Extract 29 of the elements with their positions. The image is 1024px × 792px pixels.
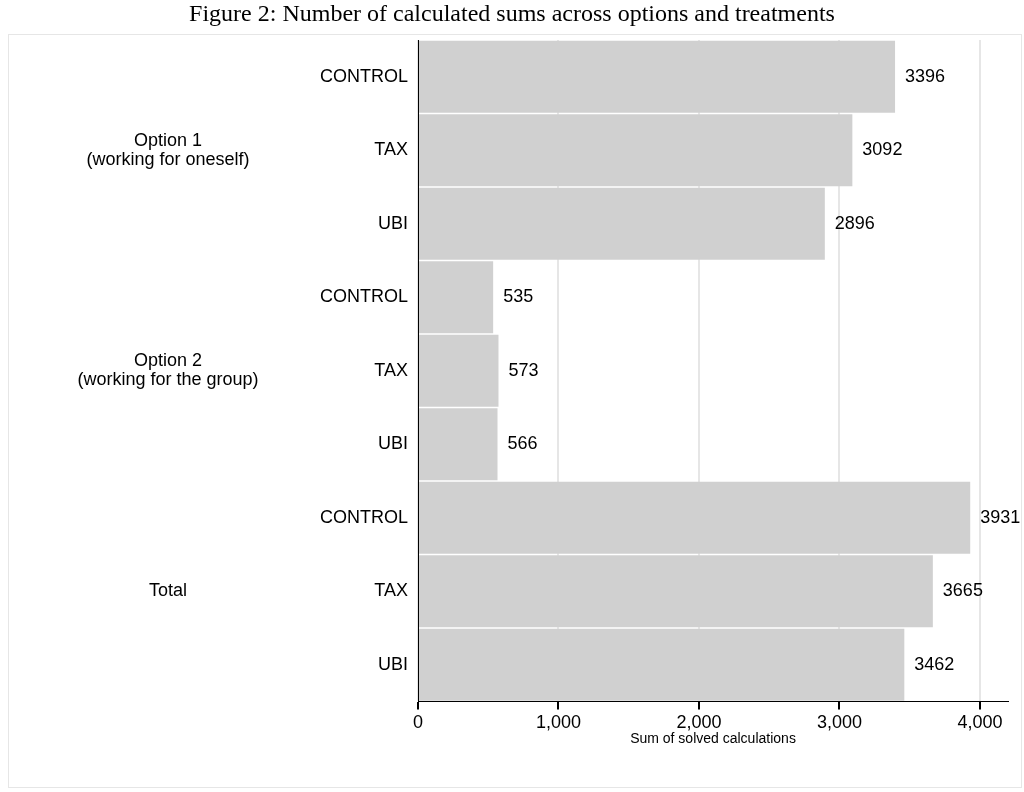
data-label: 573	[508, 359, 539, 380]
data-label: 566	[507, 433, 538, 454]
bar	[419, 628, 905, 701]
y-tick-label: TAX	[374, 580, 408, 601]
y-tick-label: UBI	[377, 653, 408, 674]
text: Total	[148, 580, 188, 601]
data-label: 3462	[914, 653, 955, 674]
x-tick-label: 0	[412, 712, 424, 733]
x-axis-title: Sum of solved calculations	[630, 730, 796, 747]
text: Option 2 (working for the group)	[77, 350, 259, 390]
y-tick-label: TAX	[374, 139, 408, 160]
data-label: 3396	[905, 65, 946, 86]
y-tick-label: UBI	[377, 212, 408, 233]
x-tick-label: 2,000	[676, 712, 722, 733]
x-tick-label: 1,000	[535, 712, 581, 733]
data-label: 3665	[942, 580, 983, 601]
data-label: 3931	[980, 506, 1021, 527]
y-tick-label: CONTROL	[319, 65, 408, 86]
x-tick-label: 4,000	[957, 712, 1003, 733]
data-label: 2896	[834, 212, 875, 233]
data-label: 535	[503, 286, 534, 307]
text: Option 1 (working for oneself)	[86, 129, 250, 169]
y-tick-label: TAX	[374, 359, 408, 380]
y-tick-label: CONTROL	[319, 286, 408, 307]
x-tick-label: 3,000	[816, 712, 862, 733]
y-tick-label: UBI	[377, 433, 408, 454]
y-tick-label: CONTROL	[319, 506, 408, 527]
chart-title: Figure 2: Number of calculated sums across options and treatments	[188, 0, 836, 27]
data-label: 3092	[862, 139, 903, 160]
